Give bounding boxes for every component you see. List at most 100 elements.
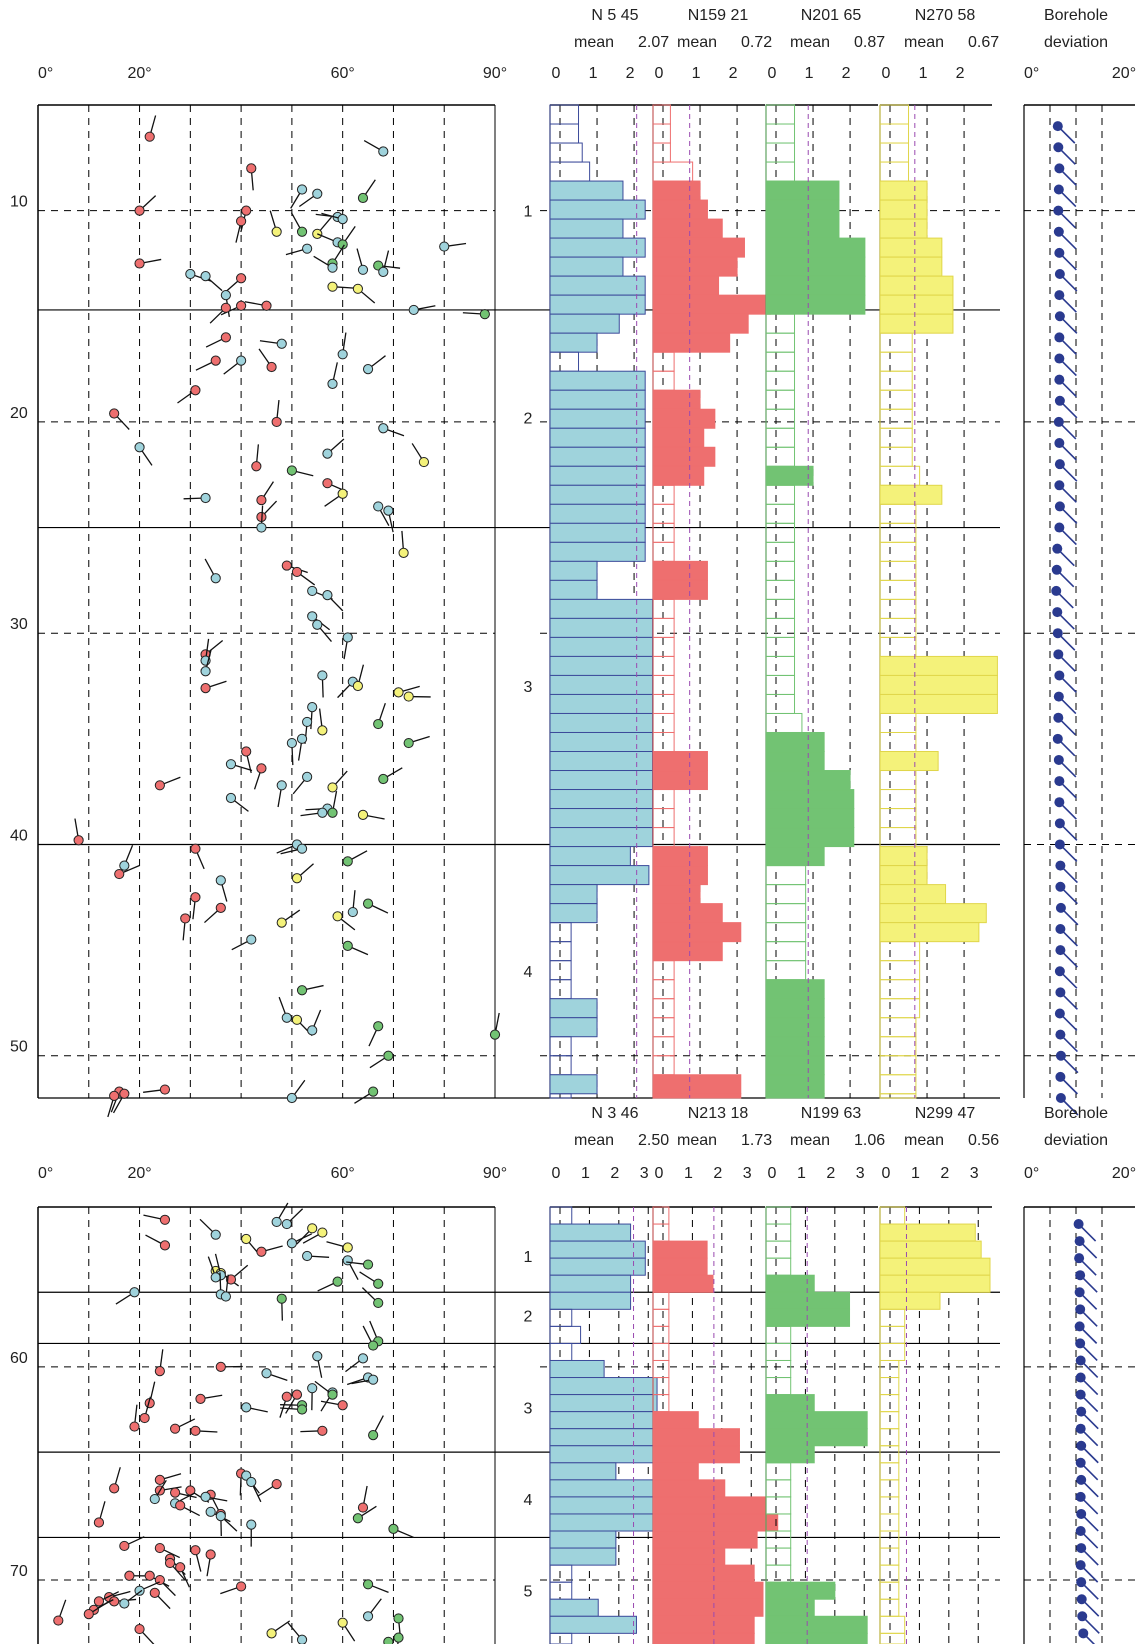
deviation-point [1076,1440,1087,1451]
hist-bar-set3 [765,313,796,334]
hist-bar-set2 [652,541,675,562]
hist-bar-set2 [652,1308,670,1327]
pole-set1 [200,492,211,504]
hist-bar-set2 [652,884,701,905]
hist-bar-set1 [549,1377,658,1396]
hist-bar-set2 [652,1428,740,1447]
pole-set2 [271,416,282,428]
hist-bar-set3 [765,332,796,353]
hist-bar-set1 [549,332,598,353]
pole-set1 [286,1238,297,1249]
hist-bar-set1 [549,1462,617,1481]
hist-bar-set3 [765,1428,868,1447]
hist-bar-set1 [549,180,624,201]
deviation-point [1052,607,1063,618]
pole-set1 [256,522,267,533]
pole-set1 [342,1255,353,1266]
pole-set1 [302,1250,313,1262]
deviation-point [1051,564,1062,575]
hist-bar-set1 [549,636,654,657]
hist-bar-set3 [765,275,866,296]
hist-bar-set4 [879,674,998,695]
pole-set2 [236,273,247,284]
deviation-point [1074,1253,1085,1264]
hist-bar-set1 [549,1240,646,1259]
hist-bar-set2 [652,1206,670,1225]
deviation-point [1055,902,1066,913]
hist-tick-label: 0 [882,1165,891,1182]
deviation-point [1052,543,1063,554]
pole-set1 [322,448,333,459]
hist-bar-set4 [879,1462,900,1481]
hist-bar-set4 [879,1325,906,1344]
hist-bar-set3 [765,1496,792,1515]
pole-set2 [93,1596,105,1607]
hist-bar-set4 [879,636,917,657]
hist-bar-set4 [879,979,921,1000]
hist-bar-set1 [549,1530,617,1549]
hist-mean-value: 0.56 [968,1132,999,1149]
pole-set2 [266,361,277,373]
pole-set2 [154,780,165,791]
hist-mean-value: 2.50 [638,1132,669,1149]
depth-tick-label: 70 [10,1563,28,1580]
hist-bar-set2 [652,142,671,163]
hist-tick-label: 1 [684,1165,693,1182]
hist-bar-set2 [652,579,708,600]
hist-bar-set2 [652,522,675,543]
pole-set1 [210,1229,221,1240]
deviation-point [1076,1474,1087,1485]
hist-bar-set4 [879,1257,991,1276]
hist-bar-set4 [879,370,913,391]
deviation-point [1053,226,1064,237]
dip-tick-label: 20° [127,65,151,82]
hist-bar-set1 [549,1291,632,1310]
hist-bar-set1 [549,1632,573,1644]
hist-bar-set4 [879,865,928,886]
hist-bar-set4 [879,332,913,353]
pole-set4 [327,281,338,292]
hist-mean-value: 1.73 [741,1132,772,1149]
pole-set3 [352,1513,363,1524]
pole-set3 [332,1276,343,1287]
hist-bar-set2 [652,1274,714,1293]
hist-bar-set4 [879,522,917,543]
pole-set1 [317,807,328,818]
hist-bar-set4 [879,465,921,486]
hist-tick-label: 0 [768,65,777,82]
hist-bar-set1 [549,693,654,714]
pole-set1 [220,1291,231,1302]
pole-set2 [236,1581,247,1592]
pole-set2 [246,163,257,174]
pole-set1 [302,716,313,728]
hist-bar-set4 [879,275,954,296]
hist-bar-set3 [765,789,855,810]
pole-set1 [378,423,389,434]
pole-set2 [109,1090,120,1101]
hist-bar-set3 [765,636,796,657]
hist-bar-set1 [549,1581,573,1600]
hist-tick-label: 3 [640,1165,649,1182]
deviation-point [1076,1594,1087,1605]
deviation-point [1054,290,1065,301]
hist-bar-set4 [879,751,939,772]
hist-bar-set4 [879,617,917,638]
deviation-point [1075,1491,1086,1502]
pole-set1 [296,843,308,854]
hist-bar-set1 [549,161,591,182]
hist-bar-set2 [652,617,675,638]
pole-set2 [281,560,292,571]
hist-bar-set2 [652,655,675,676]
pole-set4 [418,456,430,468]
pole-set3 [388,1523,399,1534]
pole-set1 [378,146,389,157]
hist-set-label: N 5 45 [591,7,638,24]
pole-set3 [342,940,353,951]
hist-bar-set4 [879,1445,900,1464]
hist-bar-set2 [652,1513,779,1532]
hist-bar-set2 [652,1411,699,1430]
pole-set1 [373,501,384,512]
deviation-point [1074,1287,1085,1298]
hist-bar-set3 [765,1411,868,1430]
pole-set3 [296,1404,308,1415]
